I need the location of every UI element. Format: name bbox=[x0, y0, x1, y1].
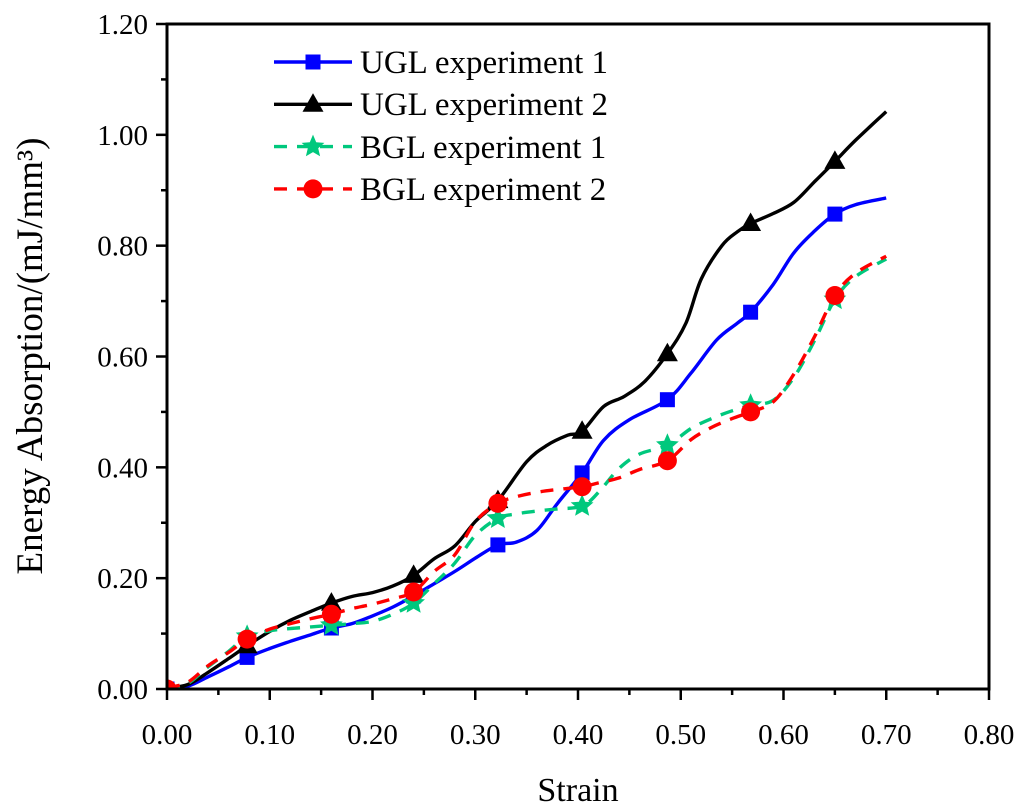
y-tick-label: 0.80 bbox=[97, 231, 148, 263]
x-tick-label: 0.80 bbox=[964, 719, 1015, 751]
plot-frame bbox=[165, 22, 991, 691]
x-tick-label: 0.50 bbox=[655, 719, 706, 751]
x-tick-label: 0.10 bbox=[244, 719, 295, 751]
legend-label-bgl-experiment-1: BGL experiment 1 bbox=[360, 130, 606, 166]
x-tick-label: 0.60 bbox=[758, 719, 809, 751]
legend-marks bbox=[274, 54, 352, 199]
y-axis-title: Energy Absorption/(mJ/mm³) bbox=[10, 138, 51, 575]
series-ugl-experiment-1 bbox=[167, 196, 887, 689]
legend-item-bgl-experiment-1 bbox=[274, 134, 352, 157]
series-line-ugl-experiment-1 bbox=[167, 196, 887, 689]
series-bgl-experiment-2 bbox=[167, 254, 888, 689]
x-tick-label: 0.20 bbox=[347, 719, 398, 751]
legend-label-ugl-experiment-2: UGL experiment 2 bbox=[360, 87, 608, 123]
series-markers-bgl-experiment-2 bbox=[167, 286, 845, 689]
series-line-bgl-experiment-2 bbox=[167, 254, 888, 689]
series-line-bgl-experiment-1 bbox=[167, 257, 888, 689]
plot-border bbox=[165, 22, 991, 691]
y-tick-label: 0.40 bbox=[97, 452, 148, 484]
legend-item-ugl-experiment-2 bbox=[274, 93, 352, 112]
legend-label-bgl-experiment-2: BGL experiment 2 bbox=[360, 172, 606, 208]
x-tick-label: 0.00 bbox=[142, 719, 193, 751]
y-tick-label: 0.00 bbox=[97, 674, 148, 706]
legend-item-bgl-experiment-2 bbox=[274, 179, 352, 199]
series-bgl-experiment-1 bbox=[167, 257, 888, 689]
y-tick-label: 0.20 bbox=[97, 563, 148, 595]
legend: UGL experiment 1 UGL experiment 2 BGL ex… bbox=[274, 45, 608, 208]
series-markers-ugl-experiment-1 bbox=[167, 206, 843, 689]
y-tick-label: 1.20 bbox=[97, 9, 148, 41]
axis-ticks-and-labels: 0.00 0.10 0.20 0.30 0.40 0.50 0.60 0.70 0.80 0.00… bbox=[97, 9, 1014, 751]
series-markers-ugl-experiment-2 bbox=[167, 150, 846, 689]
y-tick-label: 1.00 bbox=[97, 120, 148, 152]
x-tick-label: 0.70 bbox=[861, 719, 912, 751]
x-tick-label: 0.30 bbox=[450, 719, 501, 751]
x-tick-label: 0.40 bbox=[553, 719, 604, 751]
x-axis-title: Strain bbox=[537, 772, 618, 808]
y-tick-label: 0.60 bbox=[97, 342, 148, 374]
legend-label-ugl-experiment-1: UGL experiment 1 bbox=[360, 45, 608, 81]
plot-series bbox=[167, 110, 888, 689]
legend-item-ugl-experiment-1 bbox=[274, 54, 352, 70]
